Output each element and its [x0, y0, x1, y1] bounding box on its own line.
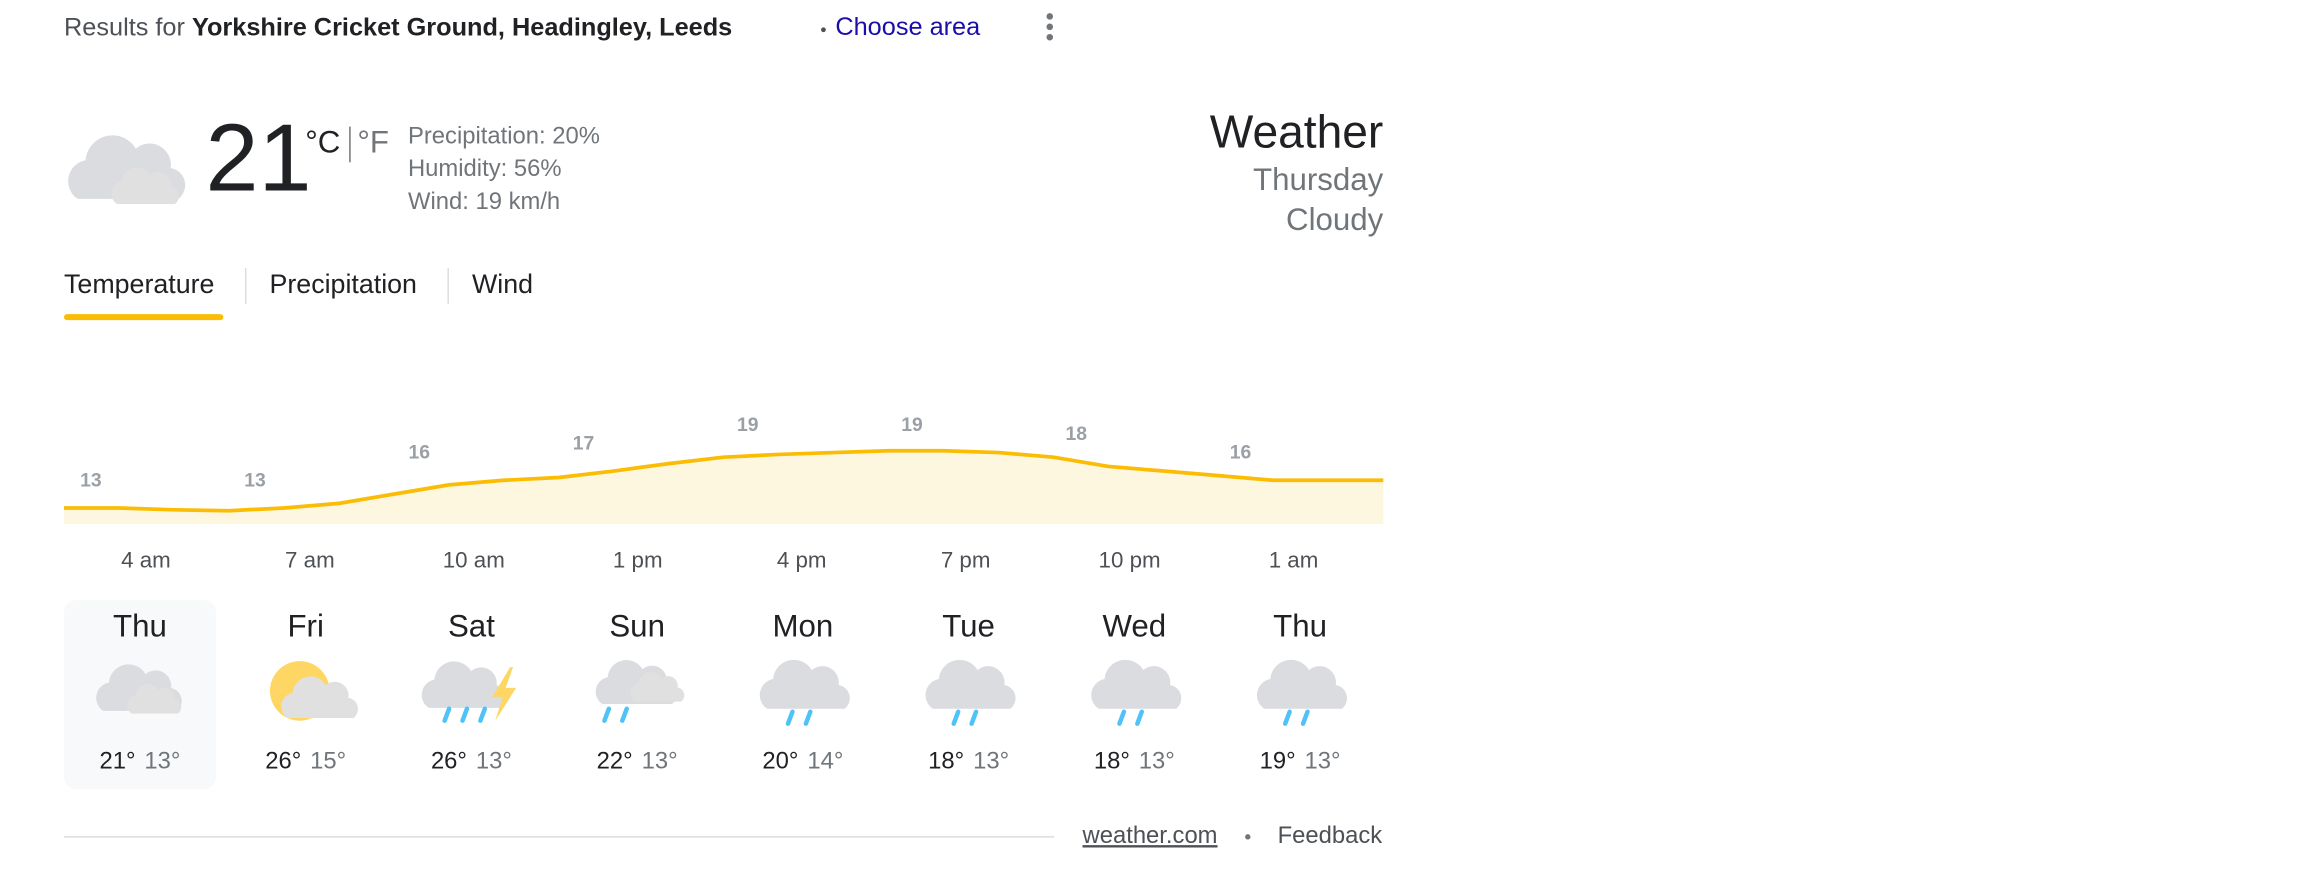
cloud: [111, 167, 179, 204]
raindrop: [442, 706, 452, 723]
point-label: 19: [901, 414, 923, 436]
point-label: 16: [409, 442, 431, 464]
raindrop: [620, 706, 629, 723]
high-temp: 21°: [99, 748, 135, 775]
current-temperature: 21: [205, 105, 311, 211]
more-menu[interactable]: [1046, 13, 1054, 41]
high-temp: 26°: [431, 748, 467, 775]
prefix: Results for: [64, 13, 185, 41]
humidity: Humidity: 56%: [408, 155, 562, 182]
weather-title: Weather: [1210, 106, 1384, 158]
raindrop: [1282, 709, 1292, 726]
time-label: 4 am: [121, 547, 171, 572]
raindrop: [785, 709, 795, 726]
day-name: Wed: [1102, 609, 1166, 644]
location: Yorkshire Cricket Ground, Headingley, Le…: [192, 13, 732, 41]
raindrop: [602, 706, 612, 723]
time-label: 7 am: [285, 547, 335, 572]
unit-celsius[interactable]: °C: [305, 125, 340, 160]
point-label: 17: [573, 432, 595, 454]
high-temp: 22°: [597, 748, 633, 775]
day-name: Sat: [448, 609, 495, 644]
forecast-day[interactable]: Mon 20° 14°: [759, 609, 850, 775]
tab-temperature[interactable]: Temperature: [64, 269, 214, 299]
feedback-link[interactable]: Feedback: [1278, 822, 1383, 849]
high-temp: 18°: [1094, 748, 1130, 775]
current-day: Thursday: [1253, 162, 1384, 197]
unit-fahrenheit[interactable]: °F: [357, 125, 389, 160]
raindrop: [1117, 709, 1127, 726]
cloud: [1091, 659, 1182, 709]
tab-underline: [64, 314, 224, 321]
forecast-day[interactable]: Sat 26° 13°: [421, 609, 517, 775]
lightning: [492, 667, 517, 721]
low-temp: 13°: [1139, 748, 1175, 775]
raindrop: [478, 706, 488, 723]
cloud: [630, 672, 685, 702]
time-label: 10 am: [443, 547, 505, 572]
day-name: Thu: [113, 609, 167, 644]
low-temp: 13°: [144, 748, 180, 775]
wind: Wind: 19 km/h: [408, 188, 560, 215]
low-temp: 13°: [476, 748, 512, 775]
raindrop: [1300, 709, 1310, 726]
forecast-day[interactable]: Tue 18° 13°: [925, 609, 1016, 775]
current-icon: [68, 135, 186, 204]
cloud: [1256, 659, 1347, 709]
day-name: Fri: [287, 609, 323, 644]
cloud: [421, 661, 508, 708]
temperature-line: [64, 448, 1384, 513]
precipitation: Precipitation: 20%: [408, 122, 600, 149]
forecast-day[interactable]: Fri 26° 15°: [265, 609, 358, 775]
forecast-day[interactable]: Wed 18° 13°: [1091, 609, 1182, 775]
raindrop: [951, 709, 961, 726]
raindrop: [969, 709, 979, 726]
point-label: 13: [80, 469, 102, 491]
cloud: [925, 659, 1016, 709]
day-name: Mon: [772, 609, 833, 644]
temperature-area: [64, 450, 1384, 525]
results-prefix: Results for Yorkshire Cricket Ground, He…: [64, 13, 732, 41]
low-temp: 13°: [642, 748, 678, 775]
high-temp: 26°: [265, 748, 301, 775]
high-temp: 18°: [928, 748, 964, 775]
tab-wind[interactable]: Wind: [472, 269, 533, 299]
low-temp: 15°: [310, 748, 346, 775]
high-temp: 19°: [1260, 748, 1296, 775]
high-temp: 20°: [762, 748, 798, 775]
raindrop: [1135, 709, 1145, 726]
low-temp: 14°: [807, 748, 843, 775]
separator-dot: [821, 27, 826, 33]
time-label: 7 pm: [941, 547, 991, 572]
point-label: 16: [1230, 442, 1252, 464]
cloud: [281, 676, 358, 719]
forecast-day[interactable]: Sun 22° 13°: [595, 609, 685, 775]
raindrop: [460, 706, 470, 723]
time-label: 1 pm: [613, 547, 663, 572]
cloud: [759, 659, 850, 709]
day-name: Thu: [1273, 609, 1327, 644]
point-label: 19: [737, 414, 759, 436]
source-link[interactable]: weather.com: [1082, 822, 1218, 849]
point-label: 13: [244, 469, 266, 491]
low-temp: 13°: [1305, 748, 1341, 775]
choose-area-link[interactable]: Choose area: [835, 13, 981, 41]
day-name: Sun: [609, 609, 665, 644]
point-label: 18: [1066, 423, 1088, 445]
time-label: 1 am: [1269, 547, 1319, 572]
forecast-day[interactable]: Thu 19° 13°: [1256, 609, 1347, 775]
current-condition: Cloudy: [1286, 202, 1384, 237]
tab-precipitation[interactable]: Precipitation: [270, 269, 417, 299]
forecast-day[interactable]: Thu 21° 13°: [96, 609, 182, 775]
time-label: 4 pm: [777, 547, 827, 572]
raindrop: [803, 709, 813, 726]
day-name: Tue: [942, 609, 995, 644]
footer-dot: [1245, 834, 1251, 840]
low-temp: 13°: [973, 748, 1009, 775]
time-label: 10 pm: [1099, 547, 1161, 572]
cloud: [127, 684, 182, 714]
